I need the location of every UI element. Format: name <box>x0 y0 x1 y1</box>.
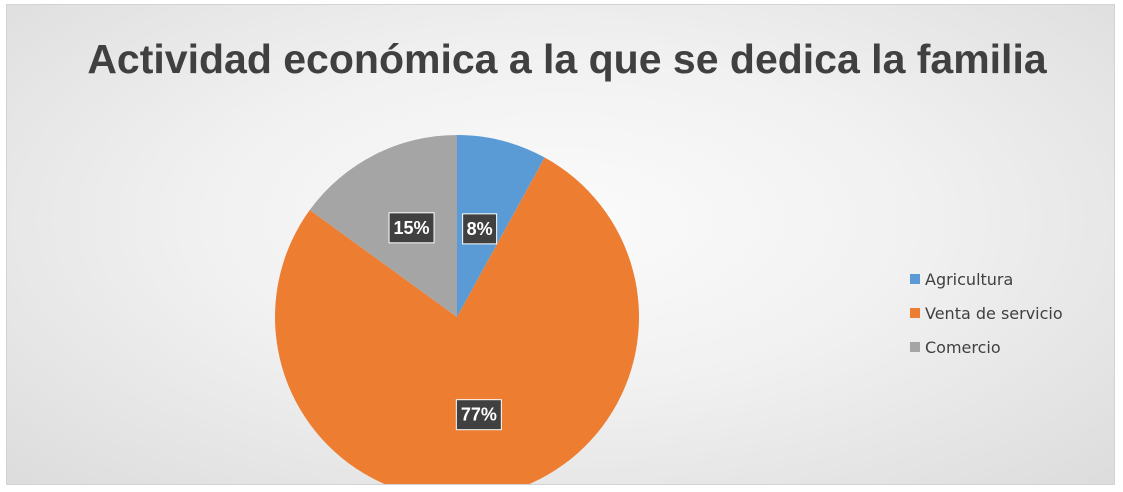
pie-chart: 8% 77% 15% <box>275 135 639 484</box>
chart-title: Actividad económica a la que se dedica l… <box>87 36 1047 82</box>
svg-text:77%: 77% <box>461 405 497 425</box>
legend-item-agricultura: Agricultura <box>910 262 1063 296</box>
data-label-comercio: 15% <box>388 212 435 244</box>
svg-text:8%: 8% <box>467 219 493 239</box>
chart-legend: Agricultura Venta de servicio Comercio <box>910 262 1063 364</box>
legend-label: Agricultura <box>925 269 1014 289</box>
pie-slice-comercio <box>309 135 457 317</box>
legend-swatch <box>910 274 920 284</box>
chart-area: Actividad económica a la que se dedica l… <box>6 4 1115 485</box>
legend-swatch <box>910 308 920 318</box>
legend-label: Comercio <box>925 337 1001 357</box>
svg-text:15%: 15% <box>394 218 430 238</box>
data-label-venta-de-servicio: 77% <box>455 399 502 431</box>
pie-slice-venta-de-servicio <box>275 157 639 484</box>
legend-swatch <box>910 342 920 352</box>
data-label-agricultura: 8% <box>462 213 498 245</box>
legend-label: Venta de servicio <box>925 303 1063 323</box>
pie-slice-agricultura <box>457 135 545 317</box>
legend-item-venta-de-servicio: Venta de servicio <box>910 296 1063 330</box>
legend-item-comercio: Comercio <box>910 330 1063 364</box>
